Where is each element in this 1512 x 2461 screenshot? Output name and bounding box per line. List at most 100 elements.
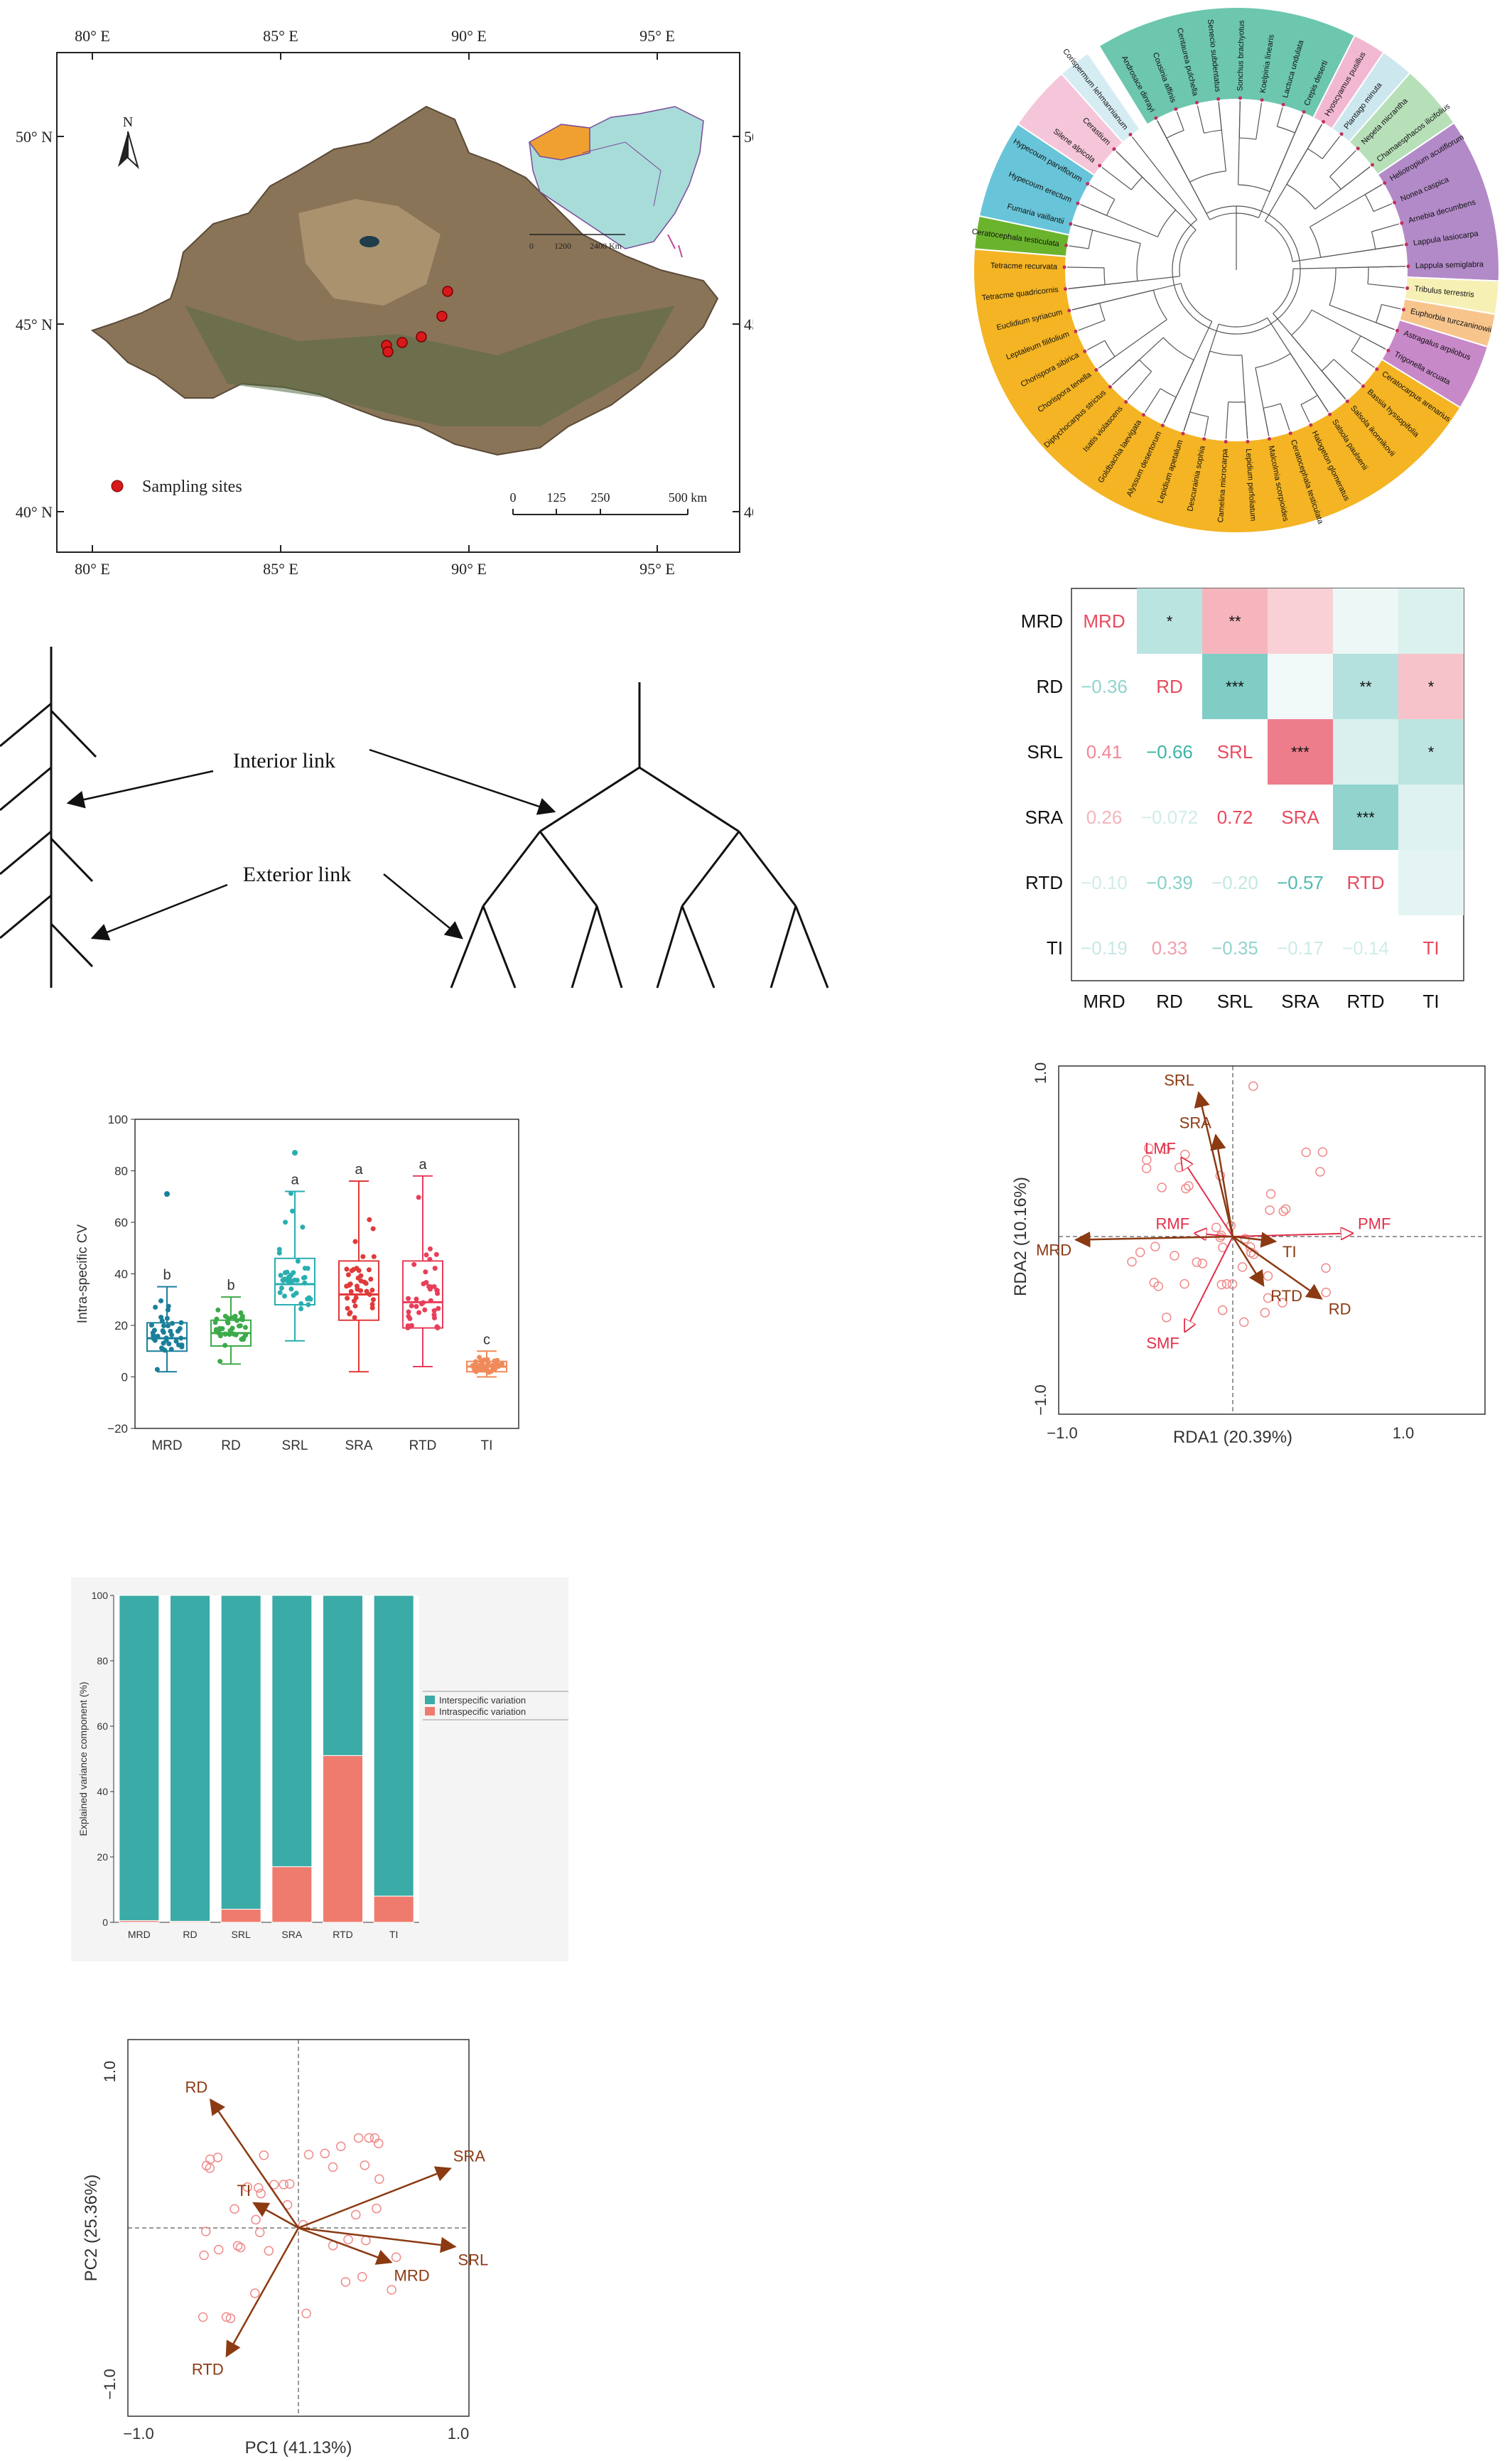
x-tick-label: TI — [389, 1929, 398, 1940]
loading-label: MRD — [394, 2266, 430, 2284]
data-point — [352, 1239, 357, 1244]
data-point — [364, 1281, 369, 1286]
corr-cell — [1398, 588, 1464, 654]
site-marker — [416, 332, 426, 342]
data-point — [411, 1262, 416, 1267]
bar-interspecific — [272, 1595, 312, 1867]
lat-label: 50° N — [16, 128, 53, 146]
lon-label: 95° E — [639, 560, 675, 578]
outlier-point — [164, 1191, 170, 1197]
data-point — [424, 1252, 429, 1257]
data-point — [288, 1286, 293, 1291]
corr-value: −0.072 — [1141, 807, 1198, 828]
data-point — [414, 1296, 418, 1301]
site-point — [1322, 1288, 1330, 1297]
data-point — [345, 1306, 350, 1311]
y-tick-label: −20 — [107, 1422, 128, 1436]
data-point — [347, 1310, 352, 1315]
site-point — [1316, 1168, 1324, 1176]
data-point — [243, 1325, 248, 1330]
site-point — [1175, 1163, 1184, 1172]
tip-marker — [1371, 163, 1374, 167]
corr-value: −0.36 — [1081, 676, 1128, 697]
site-marker — [443, 286, 453, 296]
data-point — [278, 1290, 283, 1295]
data-point — [220, 1326, 225, 1331]
significance-stars: * — [1167, 613, 1173, 630]
legend-swatch — [425, 1707, 435, 1716]
data-point — [153, 1305, 158, 1310]
data-point — [294, 1291, 299, 1296]
sample-point — [328, 2163, 337, 2171]
data-point — [367, 1217, 372, 1222]
site-point — [1302, 1148, 1310, 1157]
site-point — [1240, 1318, 1248, 1326]
y-axis-label: PC2 (25.36%) — [82, 2175, 101, 2282]
tip-marker — [1268, 437, 1271, 441]
data-point — [434, 1252, 439, 1257]
link-diagram: Interior link Exterior link — [0, 625, 853, 1009]
site-point — [1279, 1207, 1287, 1216]
data-point — [165, 1316, 170, 1321]
bar-interspecific — [374, 1595, 414, 1896]
scale-label: 0 — [510, 490, 517, 505]
group-letter: c — [483, 1332, 490, 1347]
tip-marker — [1128, 133, 1132, 136]
sample-point — [286, 2180, 294, 2188]
data-point — [428, 1246, 433, 1251]
corr-value: 0.72 — [1217, 807, 1253, 828]
y-tick-label: 60 — [97, 1720, 108, 1732]
data-point — [435, 1325, 440, 1330]
y-tick-label: −1.0 — [1032, 1384, 1049, 1415]
sample-point — [341, 2278, 350, 2286]
corr-value: −0.10 — [1081, 872, 1128, 893]
site-marker — [397, 338, 407, 348]
data-point — [409, 1303, 414, 1308]
corr-cell — [1268, 654, 1333, 719]
lon-label: 90° E — [451, 560, 487, 578]
site-point — [1212, 1223, 1221, 1232]
bar-intraspecific — [119, 1921, 159, 1922]
tip-marker — [1074, 330, 1077, 333]
significance-stars: * — [1428, 743, 1435, 761]
lat-labels-right: 50° N 45° N 40° N — [744, 128, 753, 521]
data-point — [161, 1328, 166, 1333]
x-axis-label: PC1 (41.13%) — [245, 2438, 352, 2457]
tip-marker — [1202, 437, 1206, 441]
data-point — [352, 1303, 357, 1308]
lat-label: 45° N — [744, 316, 753, 333]
tip-marker — [1063, 265, 1066, 269]
bar-interspecific — [119, 1595, 159, 1921]
lon-label: 85° E — [263, 27, 298, 45]
tip-marker — [1309, 424, 1312, 427]
tip-marker — [1406, 264, 1410, 268]
inset-scale-label: 0 — [529, 241, 534, 251]
lat-label: 45° N — [16, 316, 53, 333]
row-label: RTD — [1025, 872, 1063, 893]
data-point — [176, 1329, 180, 1334]
tip-marker — [1246, 440, 1250, 443]
tip-marker — [1405, 243, 1408, 247]
data-point — [298, 1306, 303, 1311]
tip-marker — [1069, 222, 1072, 226]
col-label: RTD — [1347, 991, 1385, 1009]
data-point — [227, 1332, 232, 1337]
site-point — [1249, 1082, 1258, 1090]
tip-marker — [1067, 308, 1071, 312]
tip-marker — [1322, 120, 1325, 124]
data-point — [161, 1323, 166, 1328]
lake — [360, 236, 379, 247]
data-point — [478, 1359, 483, 1364]
site-point — [1265, 1206, 1274, 1215]
species-label: Sonchus brachyotus — [1236, 20, 1246, 91]
loading-label: TI — [237, 2182, 251, 2199]
sample-point — [256, 2190, 265, 2198]
data-point — [368, 1277, 373, 1282]
data-point — [174, 1339, 179, 1344]
site-point — [1180, 1280, 1189, 1288]
env-label: SMF — [1146, 1334, 1179, 1352]
